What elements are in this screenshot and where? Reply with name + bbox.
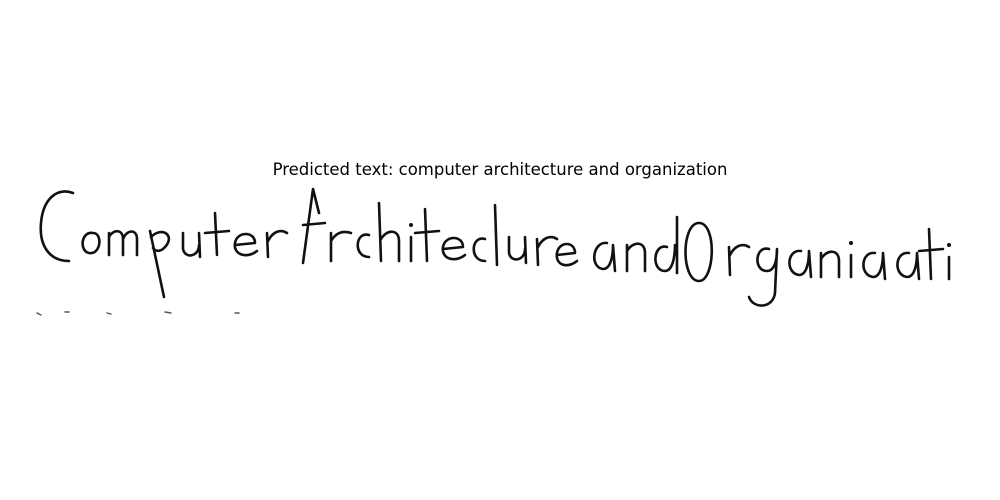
handwriting-image-panel	[15, 185, 985, 317]
caption-value: computer architecture and organization	[398, 160, 728, 179]
predicted-text-caption: Predicted text: computer architecture an…	[0, 158, 1000, 182]
caption-label: Predicted text:	[272, 160, 394, 179]
handwriting-image	[36, 187, 951, 316]
